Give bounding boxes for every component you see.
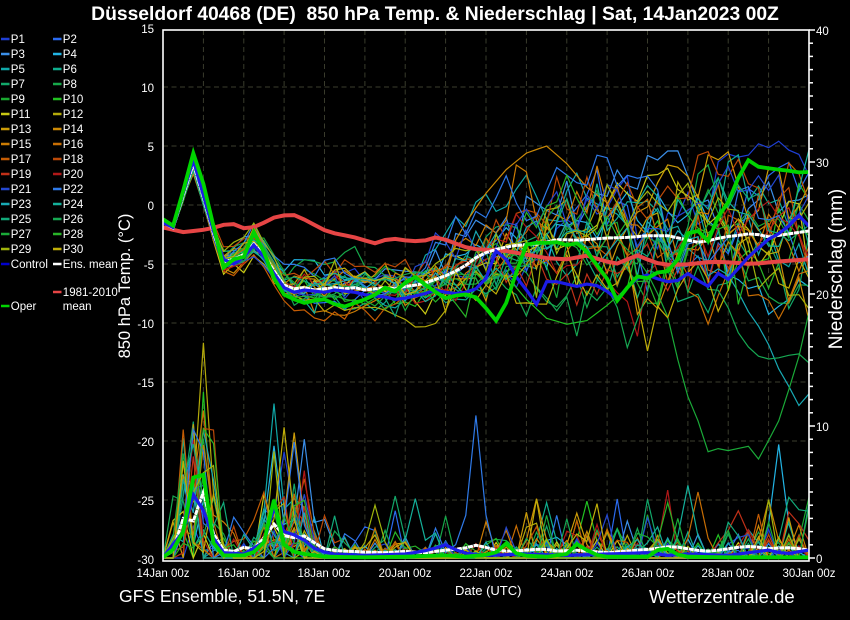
svg-text:P23: P23 [11,199,31,211]
svg-text:Date (UTC): Date (UTC) [455,583,521,598]
svg-text:18Jan 00z: 18Jan 00z [297,568,350,580]
svg-text:850 hPa Temp. (°C): 850 hPa Temp. (°C) [116,214,134,359]
svg-text:20: 20 [816,290,829,302]
svg-text:0: 0 [816,554,822,566]
svg-text:P7: P7 [11,79,25,91]
svg-text:Control: Control [11,259,48,271]
svg-text:P3: P3 [11,49,25,61]
svg-text:-25: -25 [137,496,154,508]
svg-text:Wetterzentrale.de: Wetterzentrale.de [649,586,795,607]
svg-text:24Jan 00z: 24Jan 00z [540,568,593,580]
svg-text:P16: P16 [63,139,83,151]
svg-text:P19: P19 [11,169,31,181]
svg-text:P14: P14 [63,124,84,136]
svg-text:-5: -5 [144,260,154,272]
svg-text:P25: P25 [11,214,31,226]
svg-text:P12: P12 [63,109,83,121]
svg-text:28Jan 00z: 28Jan 00z [701,568,754,580]
svg-text:P22: P22 [63,184,83,196]
svg-text:P10: P10 [63,94,83,106]
svg-text:P17: P17 [11,154,31,166]
svg-text:22Jan 00z: 22Jan 00z [459,568,512,580]
svg-text:P21: P21 [11,184,31,196]
svg-text:P15: P15 [11,139,31,151]
svg-text:14Jan 00z: 14Jan 00z [136,568,189,580]
svg-text:P30: P30 [63,244,83,256]
svg-text:30Jan 00z: 30Jan 00z [782,568,835,580]
svg-text:P1: P1 [11,34,25,46]
svg-text:26Jan 00z: 26Jan 00z [621,568,674,580]
svg-text:P9: P9 [11,94,25,106]
svg-text:P6: P6 [63,64,77,76]
svg-text:P13: P13 [11,124,31,136]
svg-text:Düsseldorf 40468 (DE) 850 hPa: Düsseldorf 40468 (DE) 850 hPa Temp. & Ni… [91,4,779,25]
svg-text:P26: P26 [63,214,83,226]
svg-text:0: 0 [148,201,154,213]
svg-text:16Jan 00z: 16Jan 00z [217,568,270,580]
svg-text:-10: -10 [137,319,154,331]
svg-text:P27: P27 [11,229,31,241]
svg-text:P20: P20 [63,169,83,181]
svg-text:10: 10 [141,83,154,95]
svg-text:10: 10 [816,422,829,434]
svg-text:P8: P8 [63,79,77,91]
svg-text:GFS Ensemble, 51.5N, 7E: GFS Ensemble, 51.5N, 7E [119,586,325,606]
svg-text:P24: P24 [63,199,84,211]
svg-text:40: 40 [816,26,829,38]
svg-text:20Jan 00z: 20Jan 00z [378,568,431,580]
svg-text:P5: P5 [11,64,25,76]
svg-text:P2: P2 [63,34,77,46]
svg-text:Ens. mean: Ens. mean [63,259,118,271]
svg-text:Niederschlag (mm): Niederschlag (mm) [826,189,847,349]
svg-text:-15: -15 [137,378,154,390]
svg-text:1981-2010: 1981-2010 [63,287,118,299]
svg-text:mean: mean [63,301,92,313]
svg-text:15: 15 [141,24,154,36]
svg-text:Oper: Oper [11,301,37,313]
svg-text:-30: -30 [137,555,154,567]
svg-text:P4: P4 [63,49,78,61]
svg-text:P28: P28 [63,229,83,241]
svg-text:P29: P29 [11,244,31,256]
svg-text:P11: P11 [11,109,31,121]
svg-text:P18: P18 [63,154,83,166]
svg-text:30: 30 [816,158,829,170]
svg-text:5: 5 [148,142,154,154]
svg-text:-20: -20 [137,437,154,449]
